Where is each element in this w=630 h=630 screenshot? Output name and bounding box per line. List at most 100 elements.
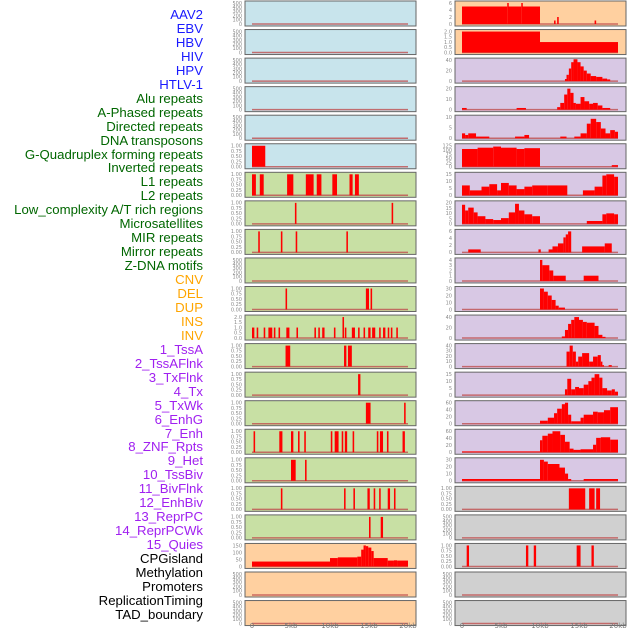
feature-bar xyxy=(344,345,347,367)
y-tick-label: 40 xyxy=(446,408,452,414)
y-tick-label: 400 xyxy=(232,119,242,125)
feature-bar xyxy=(372,327,376,339)
density-bar xyxy=(575,361,579,367)
y-tick-label: 0.75 xyxy=(231,520,242,526)
feature-bar xyxy=(376,431,379,453)
density-bar xyxy=(611,389,615,396)
density-bar xyxy=(524,214,533,224)
y-tick-label: 200 xyxy=(232,270,242,276)
track-label: G-Quadruplex forming repeats xyxy=(24,146,203,162)
feature-bar xyxy=(333,327,336,339)
y-tick-label: 6 xyxy=(449,229,452,235)
x-tick-label: 15kb xyxy=(570,622,588,630)
panel-background xyxy=(244,228,417,255)
y-tick-label: 0.0 xyxy=(234,336,242,342)
y-tick-label: 10 xyxy=(446,379,452,385)
feature-bar xyxy=(291,431,294,453)
density-bar xyxy=(516,148,525,167)
density-bar xyxy=(602,365,604,367)
track-label: 15_Quies xyxy=(146,537,203,553)
density-bar xyxy=(481,186,490,196)
density-bar xyxy=(606,213,615,224)
density-bar xyxy=(477,216,486,224)
y-tick-label: 10 xyxy=(446,359,452,365)
density-bar xyxy=(584,101,590,110)
y-tick-label: 300 xyxy=(232,123,242,129)
feature-bar xyxy=(346,231,348,253)
density-bar xyxy=(569,448,574,453)
feature-bar xyxy=(358,327,360,339)
y-tick-label: 400 xyxy=(232,5,242,11)
density-bar xyxy=(578,356,583,367)
density-bar xyxy=(586,220,603,224)
density-bar xyxy=(522,6,540,24)
y-tick-label: 15 xyxy=(446,206,452,212)
density-bar xyxy=(552,246,558,253)
track-label: EBV xyxy=(176,20,203,36)
feature-bar xyxy=(318,327,320,339)
density-bar xyxy=(547,295,552,310)
y-tick-label: 0 xyxy=(449,336,452,342)
y-tick-label: 300 xyxy=(232,38,242,44)
y-tick-label: 1.00 xyxy=(231,201,242,207)
density-bar xyxy=(567,378,572,396)
y-tick-label: 20 xyxy=(446,354,452,360)
y-tick-label: 100 xyxy=(442,589,452,595)
y-tick-label: 20 xyxy=(446,68,452,74)
density-bar xyxy=(542,265,550,281)
feature-bar xyxy=(280,231,283,253)
density-bar xyxy=(569,345,573,367)
y-tick-label: 10 xyxy=(446,211,452,217)
density-bar xyxy=(610,439,618,453)
track-panel: 0 5 10 xyxy=(446,114,627,142)
y-tick-label: 30 xyxy=(446,349,452,355)
panel-background xyxy=(454,86,627,113)
density-bar xyxy=(547,417,555,424)
y-tick-label: 1.00 xyxy=(441,543,452,549)
density-bar xyxy=(477,147,494,167)
track-label: CNV xyxy=(175,272,203,288)
x-tick-label: 10kb xyxy=(321,622,339,630)
density-bar xyxy=(516,189,525,196)
y-tick-label: 100 xyxy=(232,275,242,281)
density-bar xyxy=(571,319,575,339)
track-label: Z-DNA motifs xyxy=(124,258,203,274)
y-tick-label: 500 xyxy=(232,58,242,64)
feature-bar xyxy=(263,327,266,339)
y-tick-label: 0.25 xyxy=(231,188,242,194)
density-bar xyxy=(548,249,553,253)
density-bar xyxy=(501,218,509,224)
track-label: 12_EnhBiv xyxy=(139,495,203,511)
y-tick-label: 10 xyxy=(446,97,452,103)
density-bar xyxy=(462,185,470,196)
feature-bar xyxy=(298,431,300,453)
y-tick-label: 300 xyxy=(232,95,242,101)
density-bar xyxy=(493,220,501,224)
y-tick-label: 0 xyxy=(449,193,452,199)
panel-background xyxy=(454,485,627,512)
track-label: 5_TxWk xyxy=(154,397,203,413)
density-bar xyxy=(515,203,519,224)
x-tick-label: 0 xyxy=(250,622,254,630)
density-bar xyxy=(580,97,585,110)
y-tick-label: 400 xyxy=(442,576,452,582)
y-tick-label: 400 xyxy=(232,34,242,40)
track-label: 4_Tx xyxy=(173,383,203,399)
y-tick-label: 0.00 xyxy=(231,364,242,370)
density-bar xyxy=(564,389,568,396)
density-bar xyxy=(485,219,494,224)
density-bar xyxy=(614,131,618,139)
density-bar xyxy=(586,322,595,339)
y-tick-label: 400 xyxy=(232,62,242,68)
density-bar xyxy=(501,182,509,196)
y-tick-label: 0.75 xyxy=(231,292,242,298)
density-bar xyxy=(602,175,607,196)
